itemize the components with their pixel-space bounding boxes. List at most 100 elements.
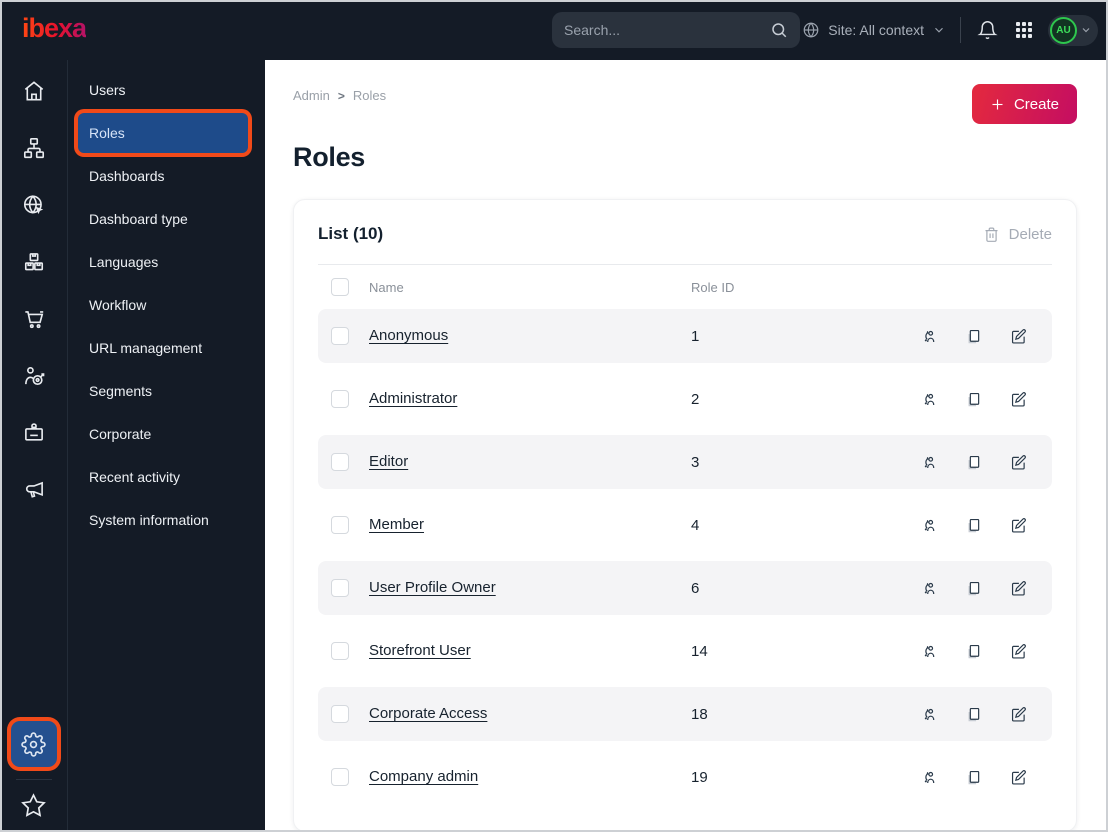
site-context-selector[interactable]: Site: All context <box>802 21 946 39</box>
sidebar-item-url-management[interactable]: URL management <box>89 340 203 356</box>
assign-users-icon <box>919 579 938 598</box>
copy-icon <box>964 453 983 472</box>
copy-button[interactable] <box>964 768 983 787</box>
copy-button[interactable] <box>964 705 983 724</box>
sidebar-item-corporate[interactable] <box>19 418 49 448</box>
column-header-role-id: Role ID <box>691 279 735 295</box>
admin-sidebar: Users Roles Dashboards Dashboard type La… <box>68 60 265 832</box>
roles-table-body: Anonymous 1 Administrator 2 <box>318 309 1052 804</box>
ibexa-logo[interactable]: ibexa <box>22 13 87 43</box>
copy-button[interactable] <box>964 642 983 661</box>
copy-button[interactable] <box>964 453 983 472</box>
table-row: User Profile Owner 6 <box>318 561 1052 615</box>
sidebar-item-users[interactable]: Users <box>89 82 126 98</box>
edit-icon <box>1009 516 1028 535</box>
notifications-button[interactable] <box>975 18 1000 43</box>
copy-button[interactable] <box>964 327 983 346</box>
sidebar-item-corporate[interactable]: Corporate <box>89 426 152 442</box>
role-name-link[interactable]: Storefront User <box>369 642 471 659</box>
global-search[interactable] <box>552 12 800 48</box>
sidebar-item-marketing[interactable] <box>19 475 49 505</box>
row-checkbox[interactable] <box>331 327 349 345</box>
breadcrumb: Admin > Roles <box>293 88 386 103</box>
table-row: Company admin 19 <box>318 750 1052 804</box>
assign-users-button[interactable] <box>919 453 938 472</box>
assign-users-button[interactable] <box>919 516 938 535</box>
role-name-link[interactable]: Member <box>369 516 425 533</box>
copy-button[interactable] <box>964 516 983 535</box>
sidebar-item-workflow[interactable]: Workflow <box>89 297 147 313</box>
edit-button[interactable] <box>1009 453 1028 472</box>
assign-users-button[interactable] <box>919 705 938 724</box>
edit-button[interactable] <box>1009 579 1028 598</box>
sidebar-item-languages[interactable]: Languages <box>89 254 159 270</box>
app-switcher-button[interactable] <box>1014 20 1034 40</box>
breadcrumb-roles[interactable]: Roles <box>352 88 387 103</box>
home-icon <box>21 78 47 104</box>
role-name-link[interactable]: Anonymous <box>369 327 449 344</box>
sidebar-item-system-information[interactable]: System information <box>89 512 209 528</box>
edit-icon <box>1009 390 1028 409</box>
sidebar-item-segments[interactable]: Segments <box>89 383 153 399</box>
assign-users-button[interactable] <box>919 768 938 787</box>
copy-button[interactable] <box>964 579 983 598</box>
copy-icon <box>964 579 983 598</box>
sidebar-item-dashboards[interactable]: Dashboards <box>89 168 165 184</box>
role-id-value: 6 <box>691 579 700 597</box>
edit-button[interactable] <box>1009 642 1028 661</box>
sidebar-item-dashboard-type[interactable]: Dashboard type <box>89 211 188 227</box>
page-title: Roles <box>293 142 366 172</box>
edit-button[interactable] <box>1009 705 1028 724</box>
search-input[interactable] <box>564 22 770 38</box>
row-checkbox[interactable] <box>331 768 349 786</box>
assign-users-button[interactable] <box>919 327 938 346</box>
row-checkbox[interactable] <box>331 579 349 597</box>
row-checkbox[interactable] <box>331 642 349 660</box>
edit-button[interactable] <box>1009 327 1028 346</box>
edit-button[interactable] <box>1009 516 1028 535</box>
role-name-link[interactable]: Company admin <box>369 768 479 785</box>
sidebar-item-personalization[interactable] <box>19 361 49 391</box>
roles-list-card: List (10) Delete Name Role ID Anonymous <box>293 199 1077 832</box>
copy-icon <box>964 768 983 787</box>
role-id-value: 1 <box>691 327 700 345</box>
user-menu-button[interactable]: AU <box>1048 14 1098 46</box>
row-checkbox[interactable] <box>331 516 349 534</box>
edit-button[interactable] <box>1009 390 1028 409</box>
row-checkbox[interactable] <box>331 453 349 471</box>
boxes-icon <box>21 249 47 275</box>
assign-users-button[interactable] <box>919 642 938 661</box>
assign-users-button[interactable] <box>919 579 938 598</box>
edit-button[interactable] <box>1009 768 1028 787</box>
row-checkbox[interactable] <box>331 390 349 408</box>
role-name-link[interactable]: User Profile Owner <box>369 579 496 596</box>
role-name-link[interactable]: Corporate Access <box>369 705 488 722</box>
assign-users-button[interactable] <box>919 390 938 409</box>
create-button[interactable]: Create <box>971 84 1077 124</box>
copy-button[interactable] <box>964 390 983 409</box>
sidebar-item-roles[interactable]: Roles <box>78 113 248 153</box>
role-name-link[interactable]: Editor <box>369 453 409 470</box>
create-button-label: Create <box>1013 95 1059 113</box>
breadcrumb-admin[interactable]: Admin <box>293 88 330 103</box>
person-target-icon <box>21 363 47 389</box>
sidebar-item-commerce[interactable] <box>19 304 49 334</box>
sidebar-item-product-catalog[interactable] <box>19 247 49 277</box>
delete-button-label: Delete <box>1008 225 1052 243</box>
sidebar-item-admin-settings[interactable] <box>10 721 57 767</box>
role-name-link[interactable]: Administrator <box>369 390 458 407</box>
sidebar-item-content-tree[interactable] <box>19 133 49 163</box>
cart-icon <box>21 306 47 332</box>
role-id-value: 18 <box>691 705 708 723</box>
sidebar-item-bookmarks[interactable] <box>19 790 49 820</box>
row-checkbox[interactable] <box>331 705 349 723</box>
bell-icon <box>977 20 998 41</box>
sidebar-item-site[interactable] <box>19 190 49 220</box>
card-divider <box>318 264 1052 265</box>
sidebar-item-recent-activity[interactable]: Recent activity <box>89 469 181 485</box>
delete-button[interactable]: Delete <box>983 226 1052 243</box>
chevron-down-icon <box>1080 24 1092 36</box>
list-card-title: List (10) <box>318 224 384 243</box>
sidebar-item-home[interactable] <box>19 76 49 106</box>
select-all-checkbox[interactable] <box>331 278 349 296</box>
